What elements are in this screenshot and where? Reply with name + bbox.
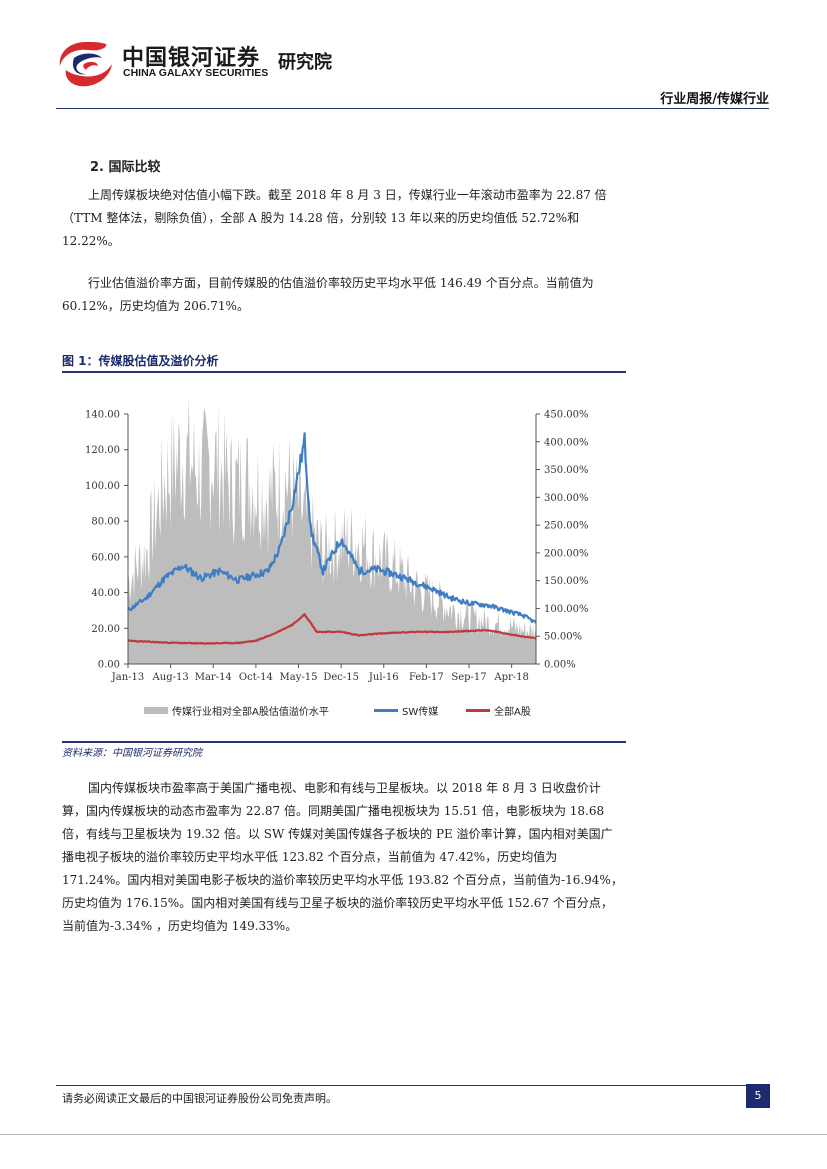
company-name-cn: 中国银河证券 xyxy=(122,46,261,71)
y-right-tick-label: 100.00% xyxy=(544,604,589,615)
legend-item-premium: 传媒行业相对全部A股估值溢价水平 xyxy=(144,703,329,718)
y-left-tick-label: 20.00 xyxy=(91,624,120,635)
institute-name: 研究院 xyxy=(278,52,332,73)
y-right-tick-label: 350.00% xyxy=(544,465,589,476)
legend-label-premium: 传媒行业相对全部A股估值溢价水平 xyxy=(172,707,329,718)
y-right-tick-label: 250.00% xyxy=(544,521,589,532)
y-right-tick-label: 0.00% xyxy=(544,660,576,671)
x-tick-label: Feb-17 xyxy=(409,672,444,683)
figure-bottom-rule xyxy=(62,741,626,743)
valuation-premium-chart: 0.00 20.00 40.00 60.00 80.00 100.00 120.00 140.… xyxy=(85,396,589,683)
series-area-premium xyxy=(128,396,536,664)
figure-title: 图 1：传媒股估值及溢价分析 xyxy=(62,354,219,368)
y-left-tick-label: 120.00 xyxy=(85,445,120,456)
x-tick-label: Sep-17 xyxy=(451,672,486,683)
paragraph-international: 国内传媒板块市盈率高于美国广播电视、电影和有线与卫星板块。以 2018 年 8 … xyxy=(62,781,623,933)
section-title: 2. 国际比较 xyxy=(90,160,161,175)
legend-swatch-premium xyxy=(144,707,168,714)
company-name-en: CHINA GALAXY SECURITIES xyxy=(123,67,269,79)
company-logo: 中国银河证券 CHINA GALAXY SECURITIES 研究院 xyxy=(56,36,356,92)
series-line-sw xyxy=(127,432,537,624)
x-tick-label: May-15 xyxy=(280,672,318,683)
y-left-tick-label: 100.00 xyxy=(85,481,120,492)
y-left-tick-label: 60.00 xyxy=(91,552,120,563)
paragraph-valuation: 上周传媒板块绝对估值小幅下跌。截至 2018 年 8 月 3 日，传媒行业一年滚… xyxy=(62,188,607,248)
paragraph-premium: 行业估值溢价率方面，目前传媒股的估值溢价率较历史平均水平低 146.49 个百分… xyxy=(62,276,594,313)
chart-legend: 传媒行业相对全部A股估值溢价水平 SW传媒 全部A股 xyxy=(62,703,626,719)
y-right-tick-label: 400.00% xyxy=(544,437,589,448)
legend-label-a-share: 全部A股 xyxy=(494,707,531,718)
y-right-tick-label: 450.00% xyxy=(544,410,589,421)
y-right-tick-label: 300.00% xyxy=(544,493,589,504)
y-left-tick-label: 80.00 xyxy=(91,517,120,528)
footer-divider xyxy=(56,1085,769,1086)
y-right-tick-label: 50.00% xyxy=(544,632,582,643)
legend-item-a-share: 全部A股 xyxy=(466,703,531,718)
header-divider xyxy=(56,108,769,109)
x-tick-label: Dec-15 xyxy=(323,672,359,683)
x-tick-label: Aug-13 xyxy=(152,672,189,683)
figure-top-rule xyxy=(62,371,626,373)
y-right-tick-label: 150.00% xyxy=(544,576,589,587)
page-number: 5 xyxy=(746,1084,770,1108)
y-left-tick-label: 140.00 xyxy=(85,410,120,421)
x-tick-label: Mar-14 xyxy=(195,672,232,683)
legend-item-sw: SW传媒 xyxy=(374,703,438,718)
page-bottom-line xyxy=(0,1134,827,1135)
legend-swatch-sw xyxy=(374,709,398,712)
footer-disclaimer: 请务必阅读正文最后的中国银河证券股份公司免责声明。 xyxy=(62,1092,337,1105)
x-tick-label: Jan-13 xyxy=(111,672,145,683)
figure-source: 资料来源：中国银河证券研究院 xyxy=(62,748,202,759)
report-type: 行业周报/传媒行业 xyxy=(660,92,769,107)
legend-swatch-a-share xyxy=(466,709,490,712)
galaxy-logo-icon xyxy=(59,42,112,87)
x-tick-label: Oct-14 xyxy=(239,672,273,683)
y-left-tick-label: 0.00 xyxy=(98,660,120,671)
y-left-tick-label: 40.00 xyxy=(91,588,120,599)
legend-label-sw: SW传媒 xyxy=(402,707,439,718)
x-tick-label: Jul-16 xyxy=(368,672,399,683)
series-line-a-share xyxy=(127,613,537,645)
y-right-tick-label: 200.00% xyxy=(544,548,589,559)
x-tick-label: Apr-18 xyxy=(493,672,529,683)
